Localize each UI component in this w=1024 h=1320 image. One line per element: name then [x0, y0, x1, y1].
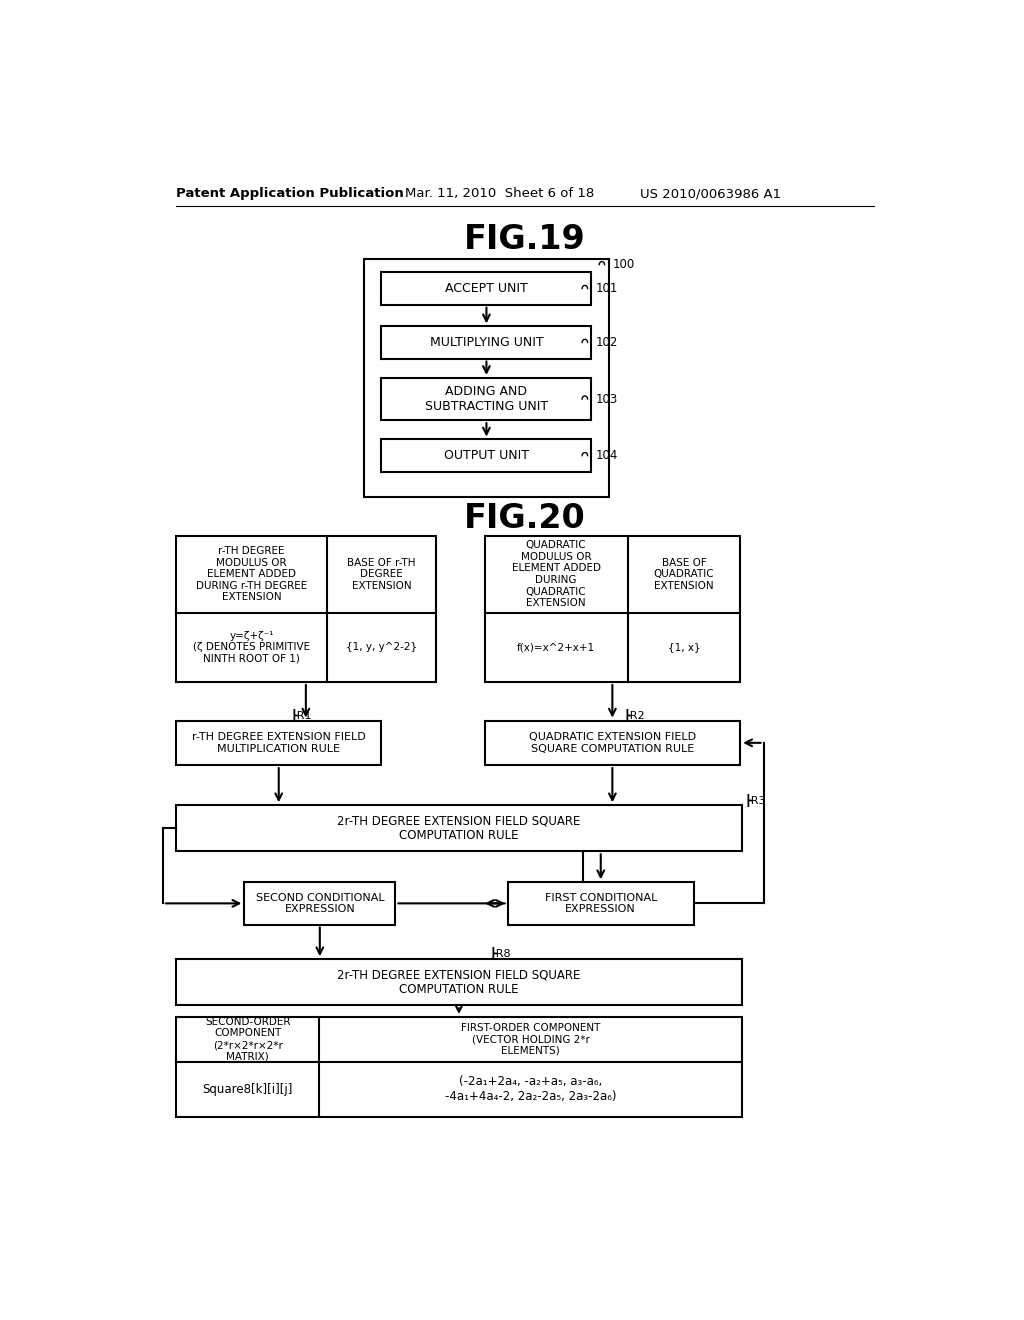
Text: Square8[k][i][j]: Square8[k][i][j]: [203, 1082, 293, 1096]
Bar: [381, 378, 592, 420]
Text: BASE OF
QUADRATIC
EXTENSION: BASE OF QUADRATIC EXTENSION: [653, 557, 715, 591]
Text: QUADRATIC
MODULUS OR
ELEMENT ADDED
DURING
QUADRATIC
EXTENSION: QUADRATIC MODULUS OR ELEMENT ADDED DURIN…: [512, 540, 601, 609]
Text: MULTIPLYING UNIT: MULTIPLYING UNIT: [430, 335, 544, 348]
Text: 101: 101: [595, 282, 617, 296]
Text: ACCEPT UNIT: ACCEPT UNIT: [445, 282, 527, 296]
Text: 2r-TH DEGREE EXTENSION FIELD SQUARE
COMPUTATION RULE: 2r-TH DEGREE EXTENSION FIELD SQUARE COMP…: [337, 814, 581, 842]
Bar: [381, 440, 592, 471]
Text: FIG.19: FIG.19: [464, 223, 586, 256]
Text: (-2a₁+2a₄, -a₂+a₅, a₃-a₆,
-4a₁+4a₄-2, 2a₂-2a₅, 2a₃-2a₆): (-2a₁+2a₄, -a₂+a₅, a₃-a₆, -4a₁+4a₄-2, 2a…: [444, 1076, 616, 1104]
Bar: [176, 805, 741, 851]
Bar: [381, 326, 592, 359]
Bar: [365, 259, 608, 498]
Text: ┣R3: ┣R3: [744, 795, 766, 807]
Text: ┣R8: ┣R8: [489, 946, 512, 960]
Bar: [176, 721, 381, 766]
Text: ┣R1: ┣R1: [291, 709, 312, 722]
Text: r-TH DEGREE EXTENSION FIELD
MULTIPLICATION RULE: r-TH DEGREE EXTENSION FIELD MULTIPLICATI…: [191, 733, 366, 754]
Bar: [381, 272, 592, 305]
Text: FIRST-ORDER COMPONENT
(VECTOR HOLDING 2*r
ELEMENTS): FIRST-ORDER COMPONENT (VECTOR HOLDING 2*…: [461, 1023, 600, 1056]
Text: 2r-TH DEGREE EXTENSION FIELD SQUARE
COMPUTATION RULE: 2r-TH DEGREE EXTENSION FIELD SQUARE COMP…: [337, 969, 581, 997]
Text: SECOND-ORDER
COMPONENT
(2*r×2*r×2*r
MATRIX): SECOND-ORDER COMPONENT (2*r×2*r×2*r MATR…: [205, 1016, 291, 1061]
Bar: [245, 882, 395, 924]
Bar: [508, 882, 693, 924]
Text: BASE OF r-TH
DEGREE
EXTENSION: BASE OF r-TH DEGREE EXTENSION: [347, 557, 416, 591]
Text: y=ζ+ζ⁻¹
(ζ DENOTES PRIMITIVE
NINTH ROOT OF 1): y=ζ+ζ⁻¹ (ζ DENOTES PRIMITIVE NINTH ROOT …: [194, 631, 310, 664]
Text: SECOND CONDITIONAL
EXPRESSION: SECOND CONDITIONAL EXPRESSION: [256, 892, 384, 915]
Bar: [176, 960, 741, 1006]
Text: 104: 104: [595, 449, 617, 462]
Text: 100: 100: [612, 259, 635, 271]
Text: ADDING AND
SUBTRACTING UNIT: ADDING AND SUBTRACTING UNIT: [425, 385, 548, 413]
Text: r-TH DEGREE
MODULUS OR
ELEMENT ADDED
DURING r-TH DEGREE
EXTENSION: r-TH DEGREE MODULUS OR ELEMENT ADDED DUR…: [196, 546, 307, 602]
Text: {1, x}: {1, x}: [668, 643, 700, 652]
Text: 102: 102: [595, 335, 617, 348]
Text: QUADRATIC EXTENSION FIELD
SQUARE COMPUTATION RULE: QUADRATIC EXTENSION FIELD SQUARE COMPUTA…: [528, 733, 696, 754]
Text: 103: 103: [595, 392, 617, 405]
Text: Patent Application Publication: Patent Application Publication: [176, 187, 403, 201]
Text: ┣R2: ┣R2: [624, 709, 645, 722]
Bar: [484, 721, 740, 766]
Text: {1, y, y^2-2}: {1, y, y^2-2}: [346, 643, 417, 652]
Bar: [176, 536, 435, 682]
Text: FIRST CONDITIONAL
EXPRESSION: FIRST CONDITIONAL EXPRESSION: [545, 892, 657, 915]
Text: OUTPUT UNIT: OUTPUT UNIT: [444, 449, 529, 462]
Text: f(x)=x^2+x+1: f(x)=x^2+x+1: [517, 643, 595, 652]
Text: FIG.20: FIG.20: [464, 502, 586, 536]
Bar: [176, 1016, 741, 1117]
Text: US 2010/0063986 A1: US 2010/0063986 A1: [640, 187, 780, 201]
Bar: [484, 536, 740, 682]
Text: Mar. 11, 2010  Sheet 6 of 18: Mar. 11, 2010 Sheet 6 of 18: [406, 187, 595, 201]
